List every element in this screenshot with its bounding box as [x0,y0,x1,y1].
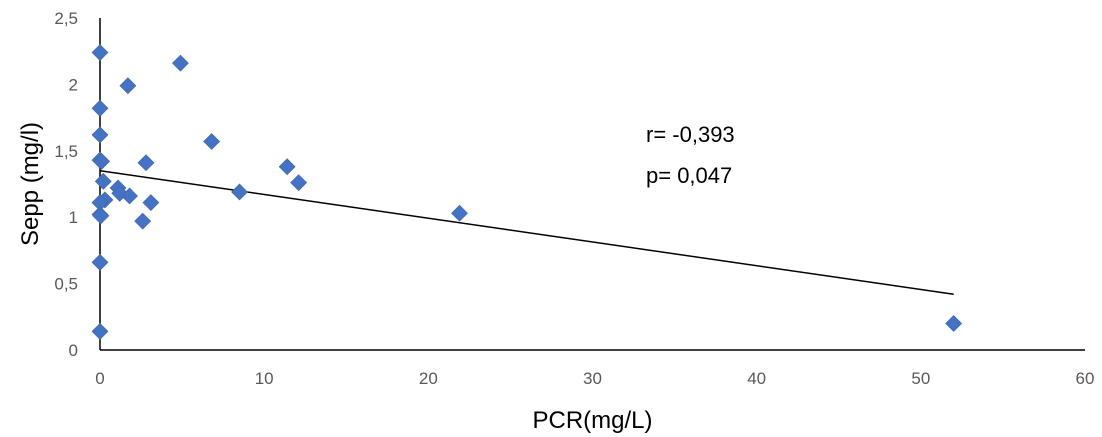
y-tick-label: 1,5 [54,142,78,161]
x-tick-label: 20 [419,369,438,388]
data-point-marker [91,126,109,144]
x-tick-labels: 0 10 20 30 40 50 60 [95,369,1094,388]
y-tick-label: 2 [69,75,78,94]
data-point-marker [94,172,112,190]
data-point-marker [134,212,152,230]
data-point-marker [137,154,155,172]
data-point-marker [203,133,221,150]
trendline [99,169,954,295]
x-tick-label: 50 [911,369,930,388]
data-point-marker [290,174,308,192]
data-point-marker [93,152,111,170]
data-point-marker [231,183,248,201]
x-axis-title: PCR(mg/L) [532,407,652,434]
data-points [91,44,963,340]
data-point-marker [91,322,109,340]
x-tick-label: 0 [95,369,104,388]
annotation-r: r= -0,393 [646,122,735,147]
data-point-marker [451,204,468,222]
data-point-marker [142,194,160,212]
y-tick-label: 1 [69,208,78,227]
y-tick-labels: 0 0,5 1 1,5 2 2,5 [54,9,78,360]
data-point-marker [278,158,296,176]
annotation-p: p= 0,047 [646,163,732,188]
data-point-marker [91,44,109,61]
data-point-marker [945,315,963,332]
data-point-marker [119,77,137,95]
x-tick-label: 10 [255,369,274,388]
x-tick-label: 60 [1076,369,1095,388]
x-tick-label: 30 [583,369,602,388]
y-axis-title: Sepp (mg/l) [17,122,44,246]
data-point-marker [121,187,138,205]
y-tick-label: 0,5 [54,275,78,294]
y-tick-label: 2,5 [54,9,78,28]
data-point-marker [172,54,189,72]
data-point-marker [91,99,109,117]
x-tick-label: 40 [747,369,766,388]
y-tick-label: 0 [69,341,78,360]
data-point-marker [91,253,109,271]
data-point-marker [92,207,110,225]
